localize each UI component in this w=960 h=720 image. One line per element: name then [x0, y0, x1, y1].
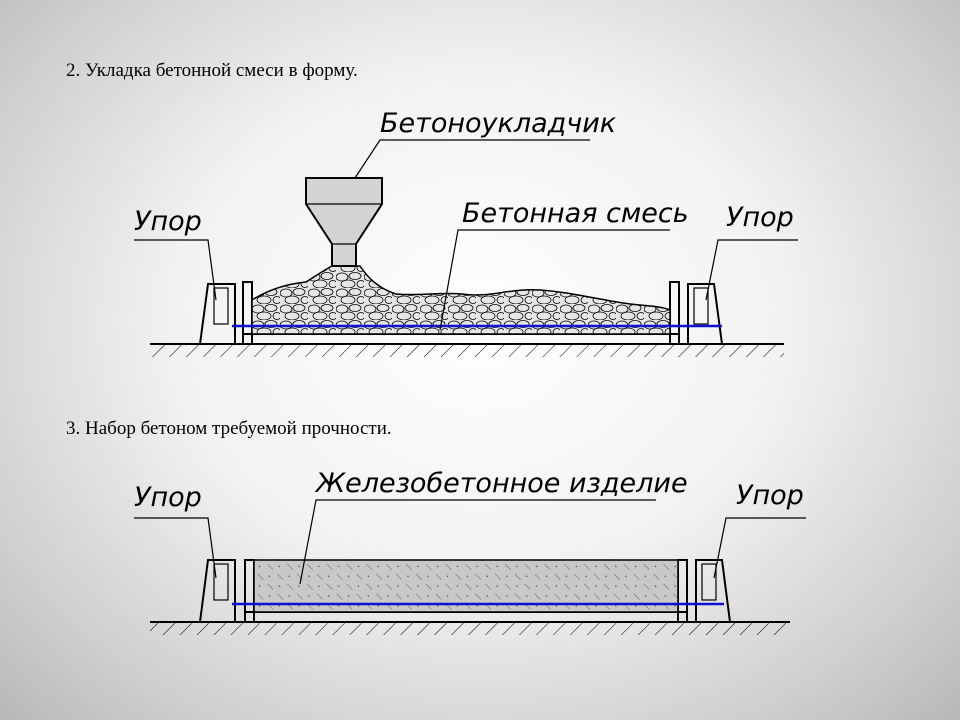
step-3-heading: 3. Набор бетоном требуемой прочности.	[66, 418, 392, 439]
leader-product	[299, 499, 656, 585]
label-product: Железобетонное изделие	[314, 468, 688, 499]
leader-stop-right-1	[705, 239, 798, 301]
concrete-paver-hopper	[305, 177, 383, 267]
diagram-1: Бетоноукладчик Бетонная смесь Упор Упор	[134, 108, 798, 357]
label-paver: Бетоноукладчик	[380, 108, 617, 139]
form-bottom-1	[242, 333, 680, 345]
ground-1	[150, 343, 784, 357]
step-2-heading: 2. Укладка бетонной смеси в форму.	[66, 60, 358, 81]
diagram-2: Железобетонное изделие Упор Упор	[134, 468, 806, 635]
leader-stop-left-1	[134, 239, 217, 301]
form-bottom-2	[244, 611, 688, 623]
leader-stop-right-2	[713, 517, 806, 579]
leader-mix	[439, 229, 670, 331]
label-concrete-mix: Бетонная смесь	[462, 198, 689, 229]
leader-stop-left-2	[134, 517, 217, 579]
leader-paver	[354, 139, 590, 179]
label-stop-left-2: Упор	[134, 482, 202, 513]
label-stop-left-1: Упор	[134, 206, 202, 237]
ground-2	[150, 621, 790, 635]
label-stop-right-1: Упор	[726, 202, 794, 233]
label-stop-right-2: Упор	[736, 480, 804, 511]
